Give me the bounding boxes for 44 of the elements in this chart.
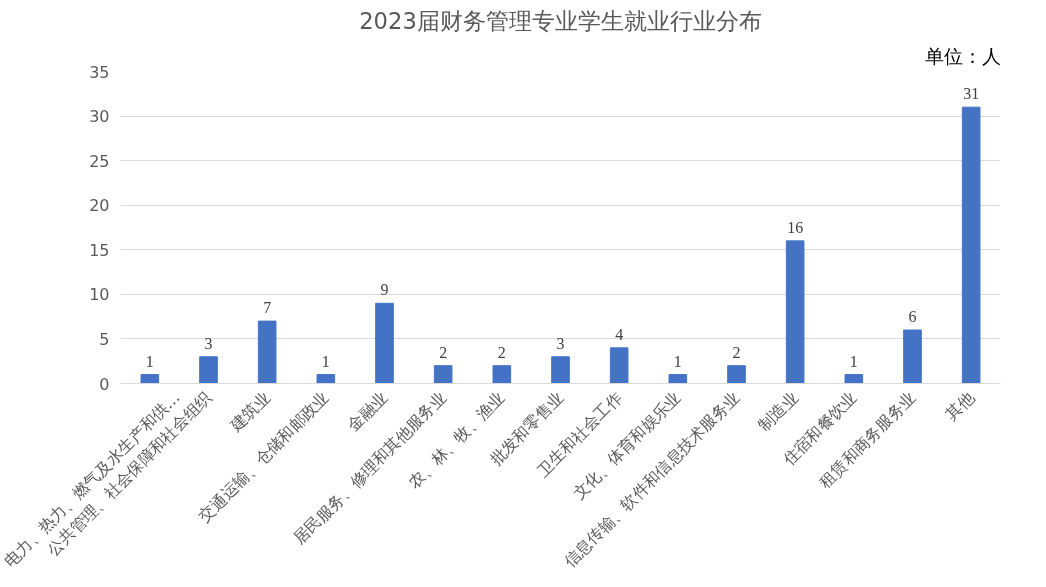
bar (609, 347, 629, 384)
data-label: 2 (732, 343, 741, 361)
y-tick-label: 35 (89, 62, 110, 82)
bar (844, 374, 864, 384)
data-label: 31 (963, 85, 980, 103)
data-label: 1 (849, 352, 858, 370)
y-tick-label: 25 (89, 151, 110, 171)
bar (257, 320, 277, 384)
data-label: 4 (615, 325, 624, 343)
data-label: 2 (439, 343, 448, 361)
x-tick-label: 制造业 (754, 387, 802, 436)
data-label: 1 (145, 352, 154, 370)
x-tick-label: 其他 (941, 387, 978, 424)
bar (785, 240, 805, 384)
chart-title: 2023届财务管理专业学生就业行业分布 (359, 7, 762, 34)
bar (492, 365, 512, 384)
y-tick-label: 10 (89, 285, 110, 305)
text: 单位：人 (924, 45, 1001, 67)
bar (668, 374, 688, 384)
data-label: 1 (673, 352, 682, 370)
data-label: 2 (497, 343, 506, 361)
bar (316, 374, 336, 384)
data-label: 7 (263, 299, 272, 317)
bar (551, 356, 570, 384)
data-label: 16 (787, 218, 804, 236)
data-label: 3 (556, 334, 565, 352)
bar (961, 106, 981, 384)
data-label: 1 (321, 352, 330, 370)
y-tick-label: 20 (89, 196, 110, 216)
data-label: 9 (380, 281, 389, 299)
data-label: 3 (204, 334, 213, 352)
x-tick-label: 建筑业 (225, 387, 274, 436)
bar (199, 356, 218, 384)
bar (903, 329, 922, 384)
y-tick-label: 5 (99, 329, 110, 349)
data-label: 6 (908, 308, 917, 326)
bar (375, 302, 394, 384)
bar (140, 374, 160, 384)
bar (727, 365, 746, 384)
y-tick-label: 0 (99, 374, 110, 394)
y-tick-label: 30 (89, 107, 110, 127)
y-tick-label: 15 (89, 240, 110, 260)
x-tick-label: 金融业 (343, 387, 392, 436)
bar (433, 365, 453, 384)
